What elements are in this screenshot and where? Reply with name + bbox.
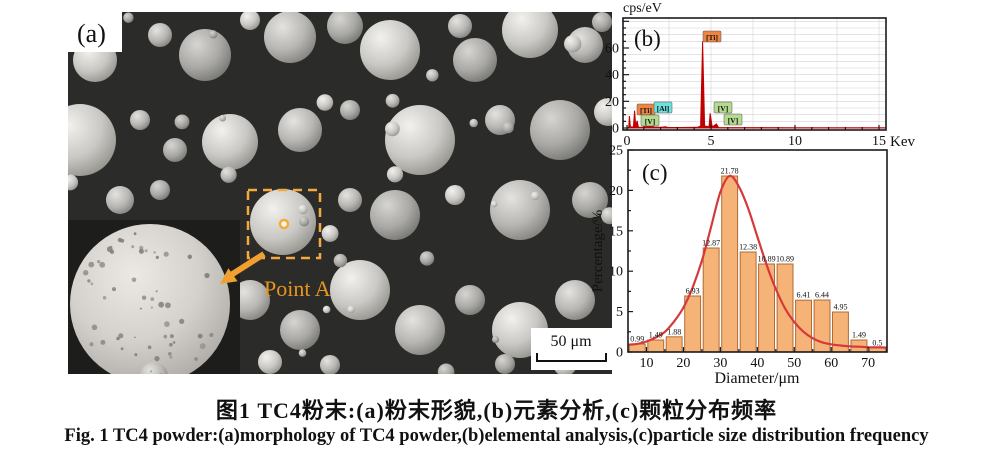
- inset-arrow-icon: [220, 251, 266, 284]
- svg-text:6.41: 6.41: [797, 291, 811, 300]
- hist-y-axis-title: Percentage/%: [590, 210, 606, 292]
- svg-text:15: 15: [609, 224, 623, 239]
- svg-text:10: 10: [639, 356, 653, 371]
- svg-text:20: 20: [605, 95, 619, 110]
- panel-a-label-patch: [68, 12, 122, 52]
- svg-text:10: 10: [788, 134, 802, 149]
- svg-text:[V]: [V]: [728, 116, 738, 125]
- point-a-marker: [278, 218, 290, 230]
- svg-text:15: 15: [872, 134, 886, 149]
- magnified-inset: [68, 220, 240, 374]
- svg-text:1.49: 1.49: [852, 330, 866, 339]
- svg-text:12.87: 12.87: [702, 239, 720, 248]
- sem-image-panel-a: Point A (a) 50 μm: [68, 12, 612, 374]
- scale-bar-label: 50 μm: [550, 333, 592, 350]
- svg-text:12.38: 12.38: [739, 242, 757, 251]
- svg-text:25: 25: [609, 144, 623, 159]
- svg-text:4.95: 4.95: [833, 303, 847, 312]
- svg-text:10.89: 10.89: [758, 255, 776, 264]
- svg-text:60: 60: [824, 356, 838, 371]
- svg-text:40: 40: [750, 356, 764, 371]
- svg-text:0.5: 0.5: [872, 338, 882, 347]
- panel-b-label: (b): [634, 26, 661, 51]
- svg-text:30: 30: [713, 356, 727, 371]
- svg-text:50: 50: [787, 356, 801, 371]
- svg-text:0: 0: [624, 134, 631, 149]
- svg-text:20: 20: [676, 356, 690, 371]
- svg-text:6.44: 6.44: [815, 290, 829, 299]
- eds-x-axis-title: Kev: [890, 134, 915, 150]
- svg-text:70: 70: [861, 356, 875, 371]
- svg-text:60: 60: [605, 42, 619, 57]
- svg-text:0: 0: [612, 122, 619, 137]
- svg-text:6.93: 6.93: [686, 287, 700, 296]
- svg-text:21.78: 21.78: [721, 167, 739, 176]
- svg-text:[Al]: [Al]: [657, 104, 670, 113]
- svg-text:40: 40: [605, 68, 619, 83]
- svg-text:[Ti]: [Ti]: [706, 33, 718, 42]
- svg-text:20: 20: [609, 184, 623, 199]
- svg-text:[Ti]: [Ti]: [640, 106, 652, 115]
- svg-text:[V]: [V]: [718, 104, 728, 113]
- point-a-label: Point A: [264, 276, 331, 301]
- svg-text:10.89: 10.89: [776, 255, 794, 264]
- eds-gridlines: [623, 18, 886, 130]
- caption-english: Fig. 1 TC4 powder:(a)morphology of TC4 p…: [64, 426, 929, 446]
- svg-text:1.49: 1.49: [649, 330, 663, 339]
- panel-c-label: (c): [642, 160, 668, 185]
- svg-text:0: 0: [616, 346, 623, 361]
- svg-text:5: 5: [616, 305, 623, 320]
- eds-y-axis-title: cps/eV: [623, 1, 662, 16]
- caption-chinese: 图1 TC4粉末:(a)粉末形貌,(b)元素分析,(c)颗粒分布频率: [215, 398, 778, 423]
- svg-text:1.88: 1.88: [667, 327, 681, 336]
- svg-text:5: 5: [708, 134, 715, 149]
- panel-a-label: (a): [77, 19, 106, 48]
- scale-bar: 50 μm: [531, 328, 612, 370]
- svg-text:[V]: [V]: [645, 117, 655, 126]
- svg-text:0.99: 0.99: [630, 335, 644, 344]
- powder-particles: [68, 12, 612, 374]
- svg-text:10: 10: [609, 265, 623, 280]
- point-a-roi-box: [246, 188, 322, 260]
- hist-x-axis-title: Diameter/μm: [715, 370, 801, 387]
